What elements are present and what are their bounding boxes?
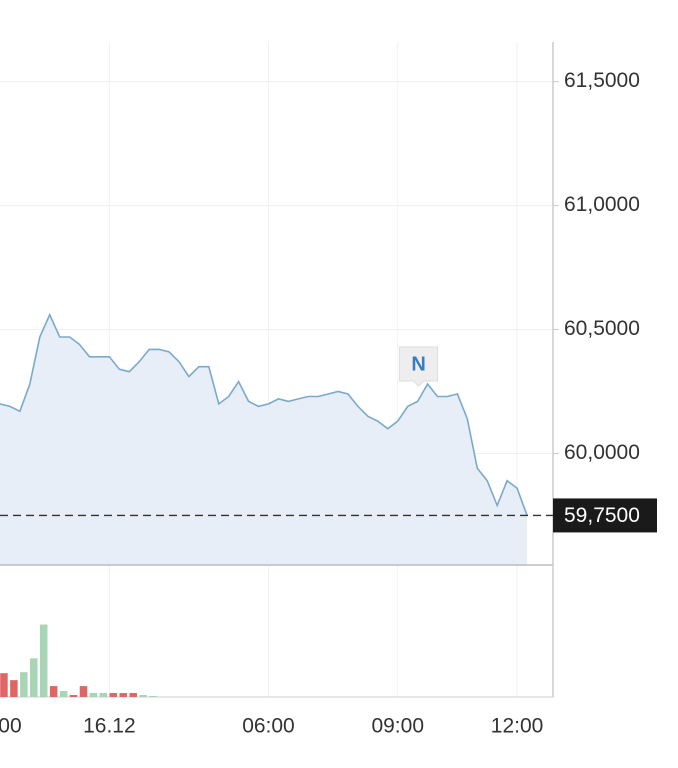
current-price-box xyxy=(553,498,657,533)
volume-bar xyxy=(30,658,38,697)
volume-bar xyxy=(10,680,18,697)
y-tick-label: 60,5000 xyxy=(564,317,640,340)
volume-bar xyxy=(20,672,28,697)
volume-bar xyxy=(89,693,98,697)
annotation-label: N xyxy=(411,353,425,375)
volume-bar xyxy=(109,693,118,697)
x-tick-label: 16.12 xyxy=(83,715,136,738)
volume-bar xyxy=(59,691,68,697)
volume-bar xyxy=(129,693,137,697)
annotation-box xyxy=(399,346,439,387)
y-tick-label: 61,5000 xyxy=(564,69,640,92)
current-price-label: 59,7500 xyxy=(564,504,640,527)
volume-bar xyxy=(79,686,88,697)
x-tick-label: 06:00 xyxy=(242,715,295,738)
price-area xyxy=(0,314,527,565)
price-line xyxy=(0,312,528,516)
volume-bar xyxy=(39,624,48,697)
x-tick-label: 00 xyxy=(0,715,22,738)
volume-bar xyxy=(139,695,147,697)
volume-bar xyxy=(119,693,128,697)
volume-bar xyxy=(0,673,8,697)
y-tick-label: 60,0000 xyxy=(564,441,640,464)
y-tick-label: 61,0000 xyxy=(564,193,640,216)
volume-bar xyxy=(99,693,108,697)
x-tick-label: 12:00 xyxy=(491,715,544,738)
volume-bar xyxy=(49,686,58,697)
x-tick-label: 09:00 xyxy=(371,715,424,738)
volume-bar xyxy=(69,695,78,697)
volume-bar xyxy=(149,696,157,697)
